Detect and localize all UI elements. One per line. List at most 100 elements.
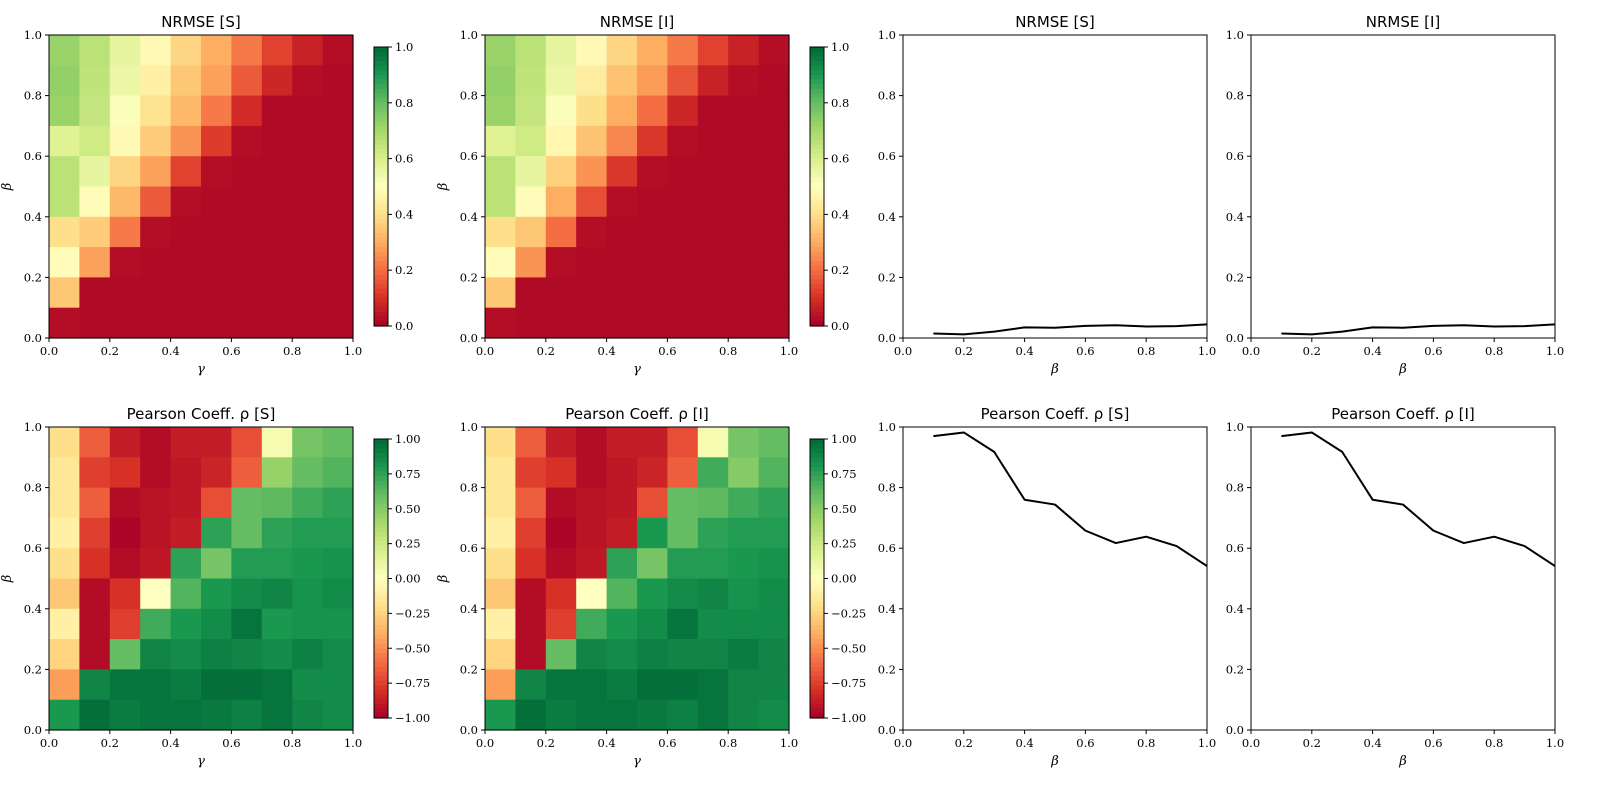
heatmap-cell — [170, 186, 202, 218]
colorbar-segment — [810, 522, 824, 528]
heatmap-cell — [231, 578, 263, 610]
heatmap-cell — [170, 578, 202, 610]
colorbar-segment — [374, 555, 388, 561]
colorbar-segment — [374, 466, 388, 473]
colorbar-segment — [810, 638, 824, 645]
colorbar-segment — [810, 56, 824, 62]
heatmap-cell — [261, 307, 293, 339]
colorbar-segment — [374, 140, 388, 146]
panel-6: 1.00 0.75 0.50 0.25 0.00 −0.25 −0.50 −0.75 −1.00… — [436, 405, 866, 769]
heatmap-cell — [697, 427, 729, 458]
heatmap-cell — [140, 669, 172, 701]
heatmap-cell — [49, 669, 80, 701]
heatmap-cell — [231, 608, 263, 640]
heatmap-cell — [637, 125, 668, 157]
heatmap-cell — [170, 487, 202, 519]
x-axis-label: γ — [633, 362, 641, 377]
colorbar-segment — [374, 177, 388, 183]
colorbar-segment — [810, 555, 824, 561]
heatmap-cell — [667, 247, 699, 278]
heatmap-cell — [697, 65, 729, 97]
x-tick-label: 0.2 — [101, 736, 119, 750]
heatmap-cell — [79, 487, 111, 519]
colorbar-segment — [374, 652, 388, 659]
y-tick-label: 0.6 — [24, 541, 42, 555]
x-tick-label: 0.0 — [894, 736, 912, 750]
heatmap-cell — [292, 35, 324, 66]
heatmap-cell — [201, 186, 232, 218]
heatmap-cell — [79, 457, 111, 489]
y-tick-label: 0.6 — [460, 541, 478, 555]
heatmap-cell — [49, 578, 80, 610]
heatmap-cell — [728, 65, 760, 97]
heatmap-cell — [231, 35, 263, 66]
colorbar-segment — [374, 307, 388, 313]
series-line — [933, 431, 1208, 567]
heatmap-cell — [728, 669, 760, 701]
colorbar-segment — [374, 237, 388, 243]
y-tick-label: 0.2 — [878, 270, 896, 284]
heatmap-cell — [49, 699, 80, 731]
heatmap-cell — [109, 487, 141, 519]
colorbar-segment — [810, 518, 824, 524]
colorbar-segment — [374, 597, 388, 603]
heatmap-cell — [109, 186, 141, 218]
colorbar-tick-label: 0.4 — [831, 207, 849, 221]
heatmap-cell — [261, 65, 293, 97]
colorbar-segment — [374, 279, 388, 285]
heatmap-cell — [697, 277, 729, 309]
colorbar-tick-label: 0.00 — [395, 572, 421, 586]
heatmap-cell — [667, 125, 699, 157]
series-line — [933, 323, 1208, 336]
colorbar-segment — [374, 209, 388, 215]
colorbar-segment — [810, 144, 824, 150]
x-tick-label: 0.2 — [1303, 344, 1321, 358]
heatmap-cell — [201, 699, 232, 731]
colorbar-segment — [810, 312, 824, 318]
colorbar-tick-label: −1.00 — [395, 711, 430, 725]
heatmap-cell — [758, 277, 790, 309]
heatmap-cell — [261, 216, 293, 248]
colorbar-segment — [374, 107, 388, 113]
panel-8: 0.0 0.2 0.4 0.6 0.8 1.0 0.0 0.2 0.4 0.6 0.8 1.0 Pear… — [1226, 405, 1564, 769]
axes-frame — [1250, 34, 1556, 339]
heatmap-cell — [485, 95, 516, 127]
heatmap-cell — [231, 186, 263, 218]
heatmap-cell — [728, 247, 760, 278]
heatmap-cell — [231, 548, 263, 580]
heatmap-cell — [322, 669, 354, 701]
colorbar-segment — [810, 559, 824, 566]
heatmap-cell — [201, 427, 232, 458]
x-tick-label: 0.8 — [719, 736, 737, 750]
x-axis-label: γ — [197, 362, 205, 377]
y-tick-label: 0.0 — [24, 723, 42, 737]
heatmap-cell — [728, 548, 760, 580]
colorbar-segment — [810, 158, 824, 164]
heatmap-cell — [728, 156, 760, 188]
colorbar-segment — [810, 699, 824, 705]
heatmap-cell — [79, 277, 111, 309]
y-tick-label: 0.8 — [878, 89, 896, 103]
x-axis-label: β — [1050, 362, 1059, 377]
heatmap-cell — [261, 457, 293, 489]
colorbar-segment — [810, 439, 824, 445]
heatmap-cell — [515, 156, 547, 188]
colorbar-segment — [810, 260, 824, 267]
heatmap-cell — [201, 608, 232, 640]
heatmap-cell — [576, 156, 608, 188]
heatmap-cell — [170, 608, 202, 640]
heatmap-cell — [231, 216, 263, 248]
y-tick-label: 0.0 — [460, 723, 478, 737]
colorbar-segment — [374, 550, 388, 556]
heatmap-cell — [697, 487, 729, 519]
colorbar-segment — [374, 144, 388, 150]
x-tick-label: 0.2 — [1303, 736, 1321, 750]
heatmap-cell — [606, 548, 638, 580]
heatmap-cell — [576, 247, 608, 278]
x-tick-label: 1.0 — [1546, 344, 1564, 358]
colorbar-segment — [810, 611, 824, 617]
heatmap-cell — [140, 125, 172, 157]
x-axis-label: γ — [633, 754, 641, 769]
heatmap-cell — [545, 277, 577, 309]
heatmap-cell — [697, 517, 729, 549]
